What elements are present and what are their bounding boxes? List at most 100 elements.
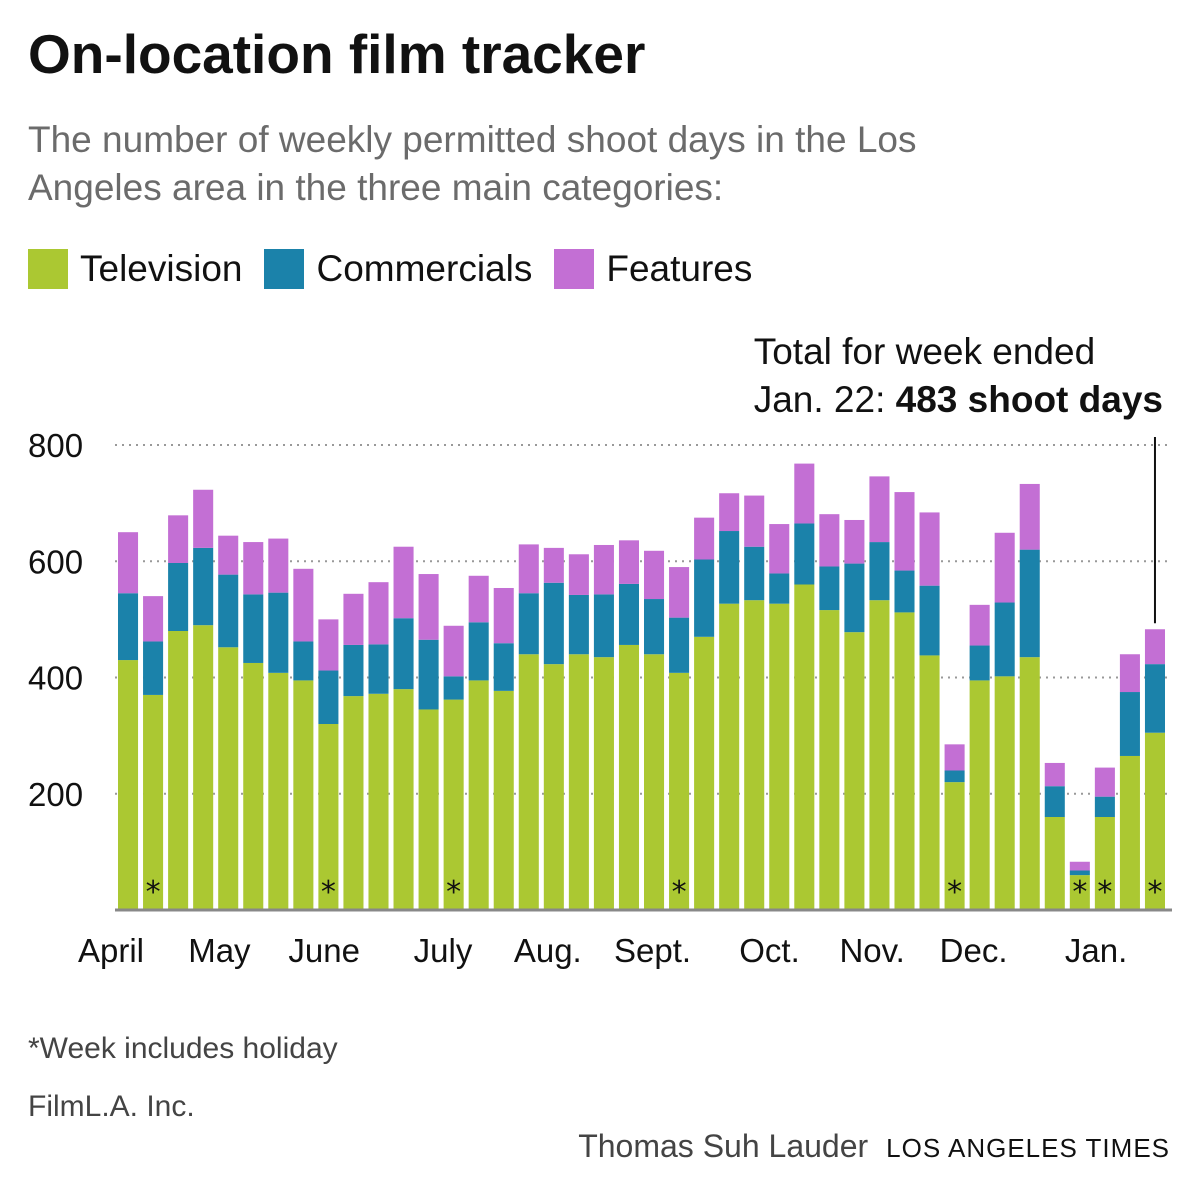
bar-features-week-25 [744,495,765,547]
bar-commercials-week-6 [268,592,289,673]
bar-commercials-week-9 [343,644,364,697]
bar-commercials-week-36 [1019,549,1040,658]
bar-features-week-8 [318,619,339,671]
annotation-line2: Jan. 22: 483 shoot days [754,376,1163,424]
bar-commercials-week-0 [118,593,139,661]
y-tick-label-800: 800 [28,427,83,464]
bar-television-week-22 [669,672,690,910]
bar-features-week-13 [443,625,464,677]
bar-television-week-28 [819,610,840,910]
bar-commercials-week-3 [193,547,214,626]
bar-features-week-32 [919,512,940,586]
source-note: FilmL.A. Inc. [28,1090,195,1123]
bar-features-week-27 [794,463,815,524]
legend-label-commercials: Commercials [316,248,533,289]
bar-features-week-29 [844,519,865,564]
bar-commercials-week-2 [168,562,189,631]
bar-television-week-15 [493,690,514,910]
bar-television-week-24 [719,603,740,910]
bar-commercials-week-4 [218,574,239,648]
bar-features-week-6 [268,538,289,593]
bar-commercials-week-10 [368,644,389,694]
bar-commercials-week-23 [694,559,715,637]
bar-television-week-16 [518,654,539,910]
holiday-marker-week-38: * [1072,875,1087,910]
legend-label-television: Television [80,248,243,289]
bar-television-week-38 [1069,875,1090,910]
bar-features-week-4 [218,535,239,575]
bar-television-week-30 [869,600,890,910]
bar-features-week-7 [293,568,314,642]
holiday-marker-week-13: * [446,875,461,910]
y-tick-label-600: 600 [28,543,83,580]
bar-commercials-week-25 [744,546,765,601]
bar-commercials-week-7 [293,641,314,681]
holiday-marker-week-33: * [947,875,962,910]
bar-commercials-week-12 [418,639,439,710]
holiday-marker-week-39: * [1097,875,1112,910]
bar-commercials-week-35 [994,602,1015,677]
bar-television-week-36 [1019,657,1040,910]
bar-features-week-28 [819,514,840,567]
bar-features-week-18 [568,554,589,595]
bar-commercials-week-31 [894,570,915,613]
month-label-dec: Dec. [940,932,1008,969]
chart-title: On-location film tracker [28,23,646,85]
bar-commercials-week-24 [719,531,740,604]
bar-features-week-15 [493,587,514,644]
bar-commercials-week-14 [468,622,489,681]
bar-features-week-19 [593,544,614,595]
bar-commercials-week-39 [1094,796,1115,817]
legend-label-features: Features [606,248,753,289]
bar-commercials-week-27 [794,523,815,585]
bar-features-week-35 [994,532,1015,603]
credit-line: Thomas Suh Lauder LOS ANGELES TIMES [578,1128,1170,1165]
bar-commercials-week-22 [669,617,690,673]
bar-features-week-9 [343,593,364,645]
holiday-marker-week-41: * [1147,875,1162,910]
chart-subtitle: The number of weekly permitted shoot day… [28,119,917,208]
bar-television-week-9 [343,696,364,910]
bar-features-week-0 [118,532,139,594]
bar-commercials-week-40 [1119,692,1140,756]
bar-television-week-1 [143,694,164,910]
month-label-may: May [188,932,251,969]
month-label-june: June [288,932,360,969]
y-tick-label-200: 200 [28,776,83,813]
bar-features-week-37 [1044,762,1065,787]
bar-features-week-11 [393,546,414,619]
month-label-jan: Jan. [1065,932,1127,969]
holiday-marker-week-8: * [321,875,336,910]
bar-television-week-11 [393,689,414,910]
bar-television-week-41 [1144,732,1165,910]
bar-features-week-20 [618,540,639,584]
month-label-sept: Sept. [614,932,691,969]
bar-television-week-10 [368,693,389,910]
bar-commercials-week-32 [919,585,940,656]
bar-television-week-20 [618,644,639,910]
bar-features-week-17 [543,547,564,583]
brand-logo-text: LOS ANGELES TIMES [886,1133,1170,1163]
bar-commercials-week-17 [543,582,564,665]
bar-commercials-week-29 [844,563,865,633]
bar-commercials-week-33 [944,770,965,783]
bar-commercials-week-18 [568,594,589,655]
bar-television-week-18 [568,654,589,910]
bar-features-week-1 [143,596,164,642]
legend-swatch-features [554,249,595,289]
bar-commercials-week-21 [644,599,665,655]
bar-commercials-week-37 [1044,786,1065,817]
bar-television-week-37 [1044,817,1065,910]
y-tick-label-400: 400 [28,660,83,697]
bar-commercials-week-38 [1069,870,1090,876]
chart-legend: Television Commercials Features [28,248,774,290]
bar-television-week-2 [168,631,189,910]
bar-television-week-23 [694,636,715,910]
bar-features-week-41 [1144,629,1165,665]
bar-television-week-0 [118,660,139,910]
bar-television-week-40 [1119,755,1140,910]
author-credit: Thomas Suh Lauder [578,1128,869,1164]
bar-commercials-week-1 [143,641,164,695]
bar-television-week-29 [844,632,865,910]
